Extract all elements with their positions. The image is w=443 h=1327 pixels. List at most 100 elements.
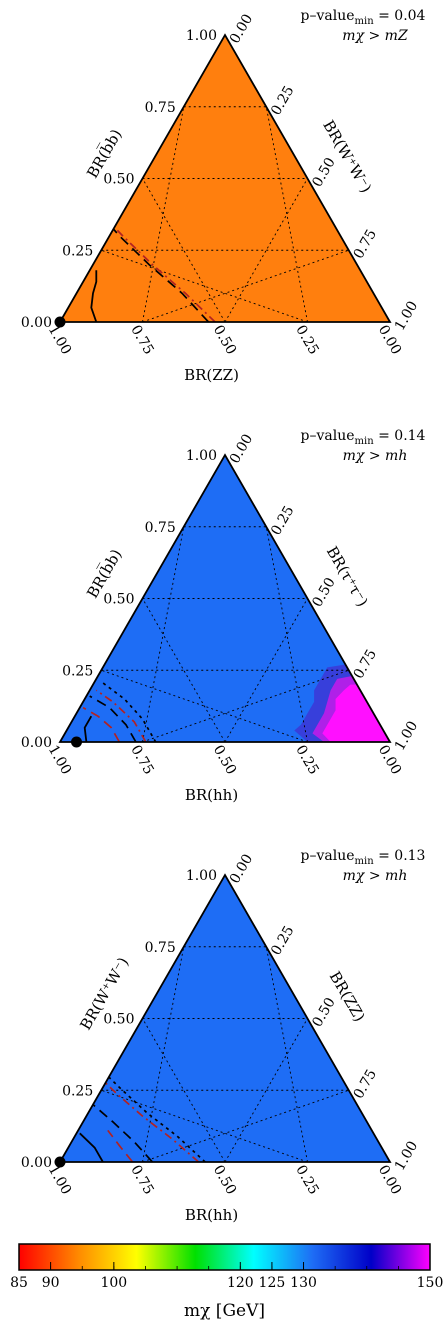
- best-fit-point: [54, 1156, 66, 1168]
- gridline-bottom-axis: [142, 526, 185, 743]
- gridline-right-axis: [142, 249, 349, 323]
- gridline-bottom-axis: [101, 249, 308, 323]
- pvalue-value: = 0.04: [374, 8, 426, 24]
- left-tick-label: 1.00: [186, 868, 217, 884]
- right-tick-label: 0.25: [268, 923, 297, 958]
- contour-solid: [90, 270, 98, 322]
- best-fit-point: [71, 736, 82, 748]
- gridline-right-axis: [265, 946, 308, 1163]
- bottom-tick-label: 1.00: [45, 1163, 74, 1198]
- right-tick-label: 0.25: [268, 503, 297, 538]
- pvalue-label: p–value: [301, 428, 355, 444]
- triangle-outline: [58, 33, 392, 323]
- right-tick-label: 0.75: [351, 1067, 380, 1102]
- right-tick-label: 0.75: [351, 647, 380, 682]
- triangle-outline: [58, 873, 392, 1163]
- right-tick-label: 1.00: [392, 1139, 421, 1174]
- colorbar-tick-label: 130: [290, 1275, 317, 1291]
- bottom-tick-label: 0.75: [127, 1163, 156, 1198]
- right-tick-label: 0.50: [309, 575, 338, 610]
- gridlines: [101, 106, 349, 323]
- bottom-axis-label: BR(hh): [185, 1206, 238, 1224]
- right-tick-label: 0.75: [351, 227, 380, 262]
- left-tick-label: 0.25: [62, 663, 93, 679]
- left-tick-label: 0.00: [21, 735, 52, 751]
- gridline-bottom-axis: [101, 669, 308, 743]
- best-fit-point: [54, 316, 66, 328]
- left-tick-label: 0.25: [62, 243, 93, 259]
- right-tick-label: 0.50: [309, 155, 338, 190]
- left-tick-label: 0.50: [103, 172, 134, 188]
- contour-dashed: [107, 1129, 134, 1162]
- pvalue-annotation: p–valuemin = 0.04: [301, 8, 426, 27]
- colorbar-tick-label: 120: [227, 1275, 254, 1291]
- high-mass-region: [294, 664, 390, 742]
- pvalue-label: p–value: [301, 848, 355, 864]
- right-axis-label: BR(ZZ): [326, 968, 369, 1025]
- bottom-tick-label: 0.25: [292, 323, 321, 358]
- right-tick-label: 1.00: [392, 299, 421, 334]
- triangle-outline: [58, 453, 392, 743]
- right-tick-label: 0.25: [268, 83, 297, 118]
- contour-dashed: [89, 695, 137, 742]
- pvalue-value: = 0.14: [374, 428, 426, 444]
- left-tick-label: 0.75: [145, 520, 176, 536]
- bottom-axis-label: BR(hh): [185, 786, 238, 804]
- left-tick-label: 0.25: [62, 1083, 93, 1099]
- pvalue-subscript: min: [355, 856, 375, 867]
- right-tick-label: 1.00: [392, 719, 421, 754]
- pvalue-value: = 0.13: [374, 848, 426, 864]
- mass-condition: mχ > mh: [343, 448, 408, 464]
- colorbar-tick-label: 125: [259, 1275, 286, 1291]
- pvalue-subscript: min: [355, 436, 375, 447]
- ternary-panel-top: 0.00 0.25 0.50 0.75 1.00 0.00 0.25 0.50 0.75 1.00…: [21, 8, 426, 384]
- contour-dotted: [104, 1072, 206, 1162]
- contours: [82, 681, 157, 742]
- contour-dashdot: [105, 218, 216, 322]
- left-tick-label: 1.00: [186, 28, 217, 44]
- gridline-bottom-axis: [142, 946, 185, 1163]
- bottom-tick-label: 0.50: [210, 323, 239, 358]
- bottom-tick-label: 0.75: [127, 323, 156, 358]
- colorbar-label: mχ [GeV]: [184, 1301, 265, 1321]
- mass-condition: mχ > mh: [343, 868, 408, 884]
- pvalue-annotation: p–valuemin = 0.13: [301, 848, 426, 867]
- gridline-right-axis: [265, 106, 308, 323]
- bottom-tick-label: 0.25: [292, 1163, 321, 1198]
- colorbar-tick-label: 150: [417, 1275, 443, 1291]
- high-mass-region-core: [322, 684, 390, 742]
- contour-dashdot: [95, 689, 147, 742]
- left-tick-label: 0.00: [21, 315, 52, 331]
- right-tick-label: 0.50: [309, 995, 338, 1030]
- right-tick-label: 0.00: [227, 852, 256, 887]
- bottom-tick-label: 0.25: [292, 743, 321, 778]
- colorbar-tick-label: 90: [42, 1275, 60, 1291]
- left-tick-label: 0.50: [103, 592, 134, 608]
- right-tick-label: 0.00: [227, 432, 256, 467]
- right-axis-label: BR(τ⁺τ⁻): [323, 543, 372, 610]
- colorbar-bar: [18, 1243, 431, 1271]
- ternary-panel-bottom: 0.000.250.500.751.00 0.000.250.500.751.00…: [21, 848, 426, 1224]
- left-tick-label: 0.00: [21, 1155, 52, 1171]
- colorbar: 85 90 100 120 125 130 150 mχ [GeV]: [10, 1243, 443, 1321]
- bottom-tick-label: 0.50: [210, 743, 239, 778]
- gridline-right-axis: [265, 526, 308, 743]
- contour-dashed: [92, 1103, 154, 1162]
- colorbar-tick-label: 100: [100, 1275, 127, 1291]
- bottom-axis-label: BR(ZZ): [184, 366, 239, 384]
- contour-solid: [83, 715, 93, 742]
- gridlines: [101, 526, 349, 743]
- pvalue-subscript: min: [355, 16, 375, 27]
- contour-solid: [79, 1132, 104, 1162]
- bottom-tick-label: 1.00: [45, 743, 74, 778]
- bottom-tick-label: 0.50: [210, 1163, 239, 1198]
- right-axis-label: BR(W⁺W⁻): [319, 117, 375, 196]
- left-tick-label: 1.00: [186, 448, 217, 464]
- right-tick-label: 0.00: [227, 12, 256, 47]
- contour-dashed: [82, 706, 121, 742]
- left-tick-label: 0.50: [103, 1012, 134, 1028]
- contour-dashdot: [100, 1078, 200, 1162]
- contours: [79, 1072, 206, 1162]
- ternary-panel-middle: 0.000.250.500.751.00 0.000.250.500.751.00…: [21, 428, 426, 804]
